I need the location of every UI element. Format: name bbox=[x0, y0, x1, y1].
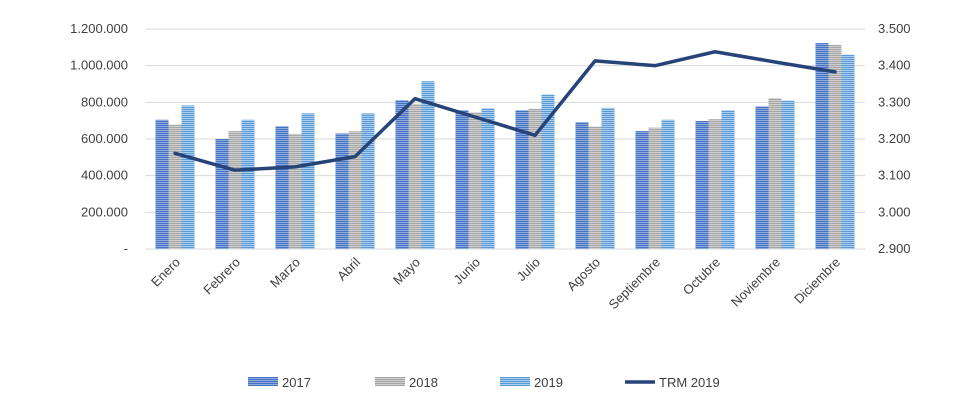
trm-line bbox=[173, 49, 837, 172]
bar-2019 bbox=[601, 107, 615, 249]
left-tick-label: 600.000 bbox=[81, 131, 128, 146]
bar-2019 bbox=[841, 54, 855, 249]
bar-2018 bbox=[168, 124, 182, 249]
legend-swatch-2017 bbox=[248, 377, 278, 386]
bar-2017 bbox=[755, 106, 769, 249]
bar-2018 bbox=[828, 44, 842, 250]
bar-series bbox=[155, 43, 855, 250]
right-tick-label: 3.300 bbox=[878, 94, 911, 109]
legend-label: TRM 2019 bbox=[659, 375, 720, 390]
right-tick-label: 3.500 bbox=[878, 21, 911, 36]
bar-2018 bbox=[648, 127, 662, 249]
right-tick-label: 2.900 bbox=[878, 241, 911, 256]
bar-2019 bbox=[361, 113, 375, 249]
bar-2018 bbox=[708, 119, 722, 249]
legend-label: 2017 bbox=[282, 375, 311, 390]
bar-2019 bbox=[421, 81, 435, 249]
bar-2019 bbox=[181, 105, 195, 249]
bar-2019 bbox=[301, 113, 315, 249]
x-axis: Enero Febrero Marzo Abril Mayo Junio Julio Agos… bbox=[148, 254, 843, 312]
bar-2017 bbox=[335, 133, 349, 249]
x-tick-label: Noviembre bbox=[728, 255, 783, 310]
bar-2018 bbox=[528, 108, 542, 249]
bar-2017 bbox=[515, 110, 529, 249]
left-tick-label: 1.000.000 bbox=[70, 58, 128, 73]
right-tick-label: 3.100 bbox=[878, 168, 911, 183]
left-tick-label: 1.200.000 bbox=[70, 21, 128, 36]
legend-swatch-2018 bbox=[375, 377, 405, 386]
bar-2017 bbox=[215, 139, 229, 249]
x-tick-label: Mayo bbox=[390, 255, 423, 288]
legend: 2017 2018 2019 TRM 2019 bbox=[248, 375, 720, 390]
bar-2018 bbox=[228, 131, 242, 249]
bar-2019 bbox=[541, 94, 555, 249]
x-tick-label: Febrero bbox=[200, 255, 243, 298]
bar-2019 bbox=[781, 100, 795, 249]
right-axis: 2.900 3.000 3.100 3.200 3.300 3.400 3.500 bbox=[878, 21, 911, 256]
bar-2019 bbox=[241, 119, 255, 249]
right-tick-label: 3.200 bbox=[878, 131, 911, 146]
legend-label: 2019 bbox=[534, 375, 563, 390]
bar-2017 bbox=[155, 119, 169, 249]
bar-2017 bbox=[455, 110, 469, 249]
bar-2017 bbox=[815, 43, 829, 249]
bar-2018 bbox=[588, 126, 602, 249]
bar-2017 bbox=[635, 131, 649, 249]
x-tick-label: Septiembre bbox=[606, 255, 664, 313]
bar-2018 bbox=[468, 112, 482, 250]
x-tick-label: Junio bbox=[451, 255, 484, 288]
gridlines bbox=[145, 28, 865, 250]
bar-2017 bbox=[395, 100, 409, 249]
x-tick-label: Diciembre bbox=[791, 255, 843, 307]
x-tick-label: Abril bbox=[334, 254, 363, 283]
right-tick-label: 3.000 bbox=[878, 204, 911, 219]
bar-2019 bbox=[481, 108, 495, 249]
x-tick-label: Enero bbox=[148, 255, 183, 290]
left-tick-label: 200.000 bbox=[81, 204, 128, 219]
bar-2017 bbox=[695, 121, 709, 249]
left-axis: - 200.000 400.000 600.000 800.000 1.000.000 1.… bbox=[70, 21, 128, 256]
bar-2019 bbox=[721, 110, 735, 249]
left-tick-label: 400.000 bbox=[81, 168, 128, 183]
left-tick-label: 800.000 bbox=[81, 94, 128, 109]
x-tick-label: Marzo bbox=[267, 255, 303, 291]
x-tick-label: Octubre bbox=[680, 255, 723, 298]
legend-label: 2018 bbox=[409, 375, 438, 390]
legend-swatch-2019 bbox=[500, 377, 530, 386]
bar-2019 bbox=[661, 119, 675, 249]
bar-2018 bbox=[348, 131, 362, 249]
bar-2017 bbox=[575, 122, 589, 249]
bar-2018 bbox=[288, 133, 302, 249]
bar-2018 bbox=[408, 103, 422, 249]
left-tick-label: - bbox=[124, 241, 128, 256]
bar-2018 bbox=[768, 98, 782, 249]
trm-line-series bbox=[173, 49, 837, 172]
x-tick-label: Agosto bbox=[564, 255, 603, 294]
right-tick-label: 3.400 bbox=[878, 58, 911, 73]
x-tick-label: Julio bbox=[514, 255, 544, 285]
bar-2017 bbox=[275, 126, 289, 249]
